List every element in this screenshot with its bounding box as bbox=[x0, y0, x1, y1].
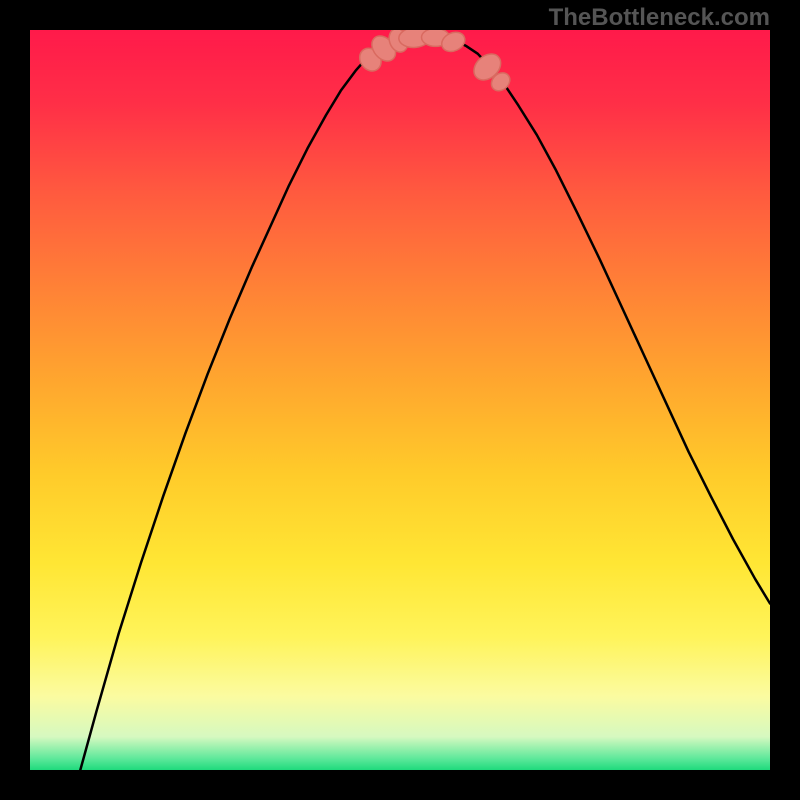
watermark-text: TheBottleneck.com bbox=[549, 4, 770, 32]
gradient-background bbox=[30, 30, 770, 770]
plot-area bbox=[30, 30, 770, 770]
chart-frame: TheBottleneck.com bbox=[0, 0, 800, 800]
